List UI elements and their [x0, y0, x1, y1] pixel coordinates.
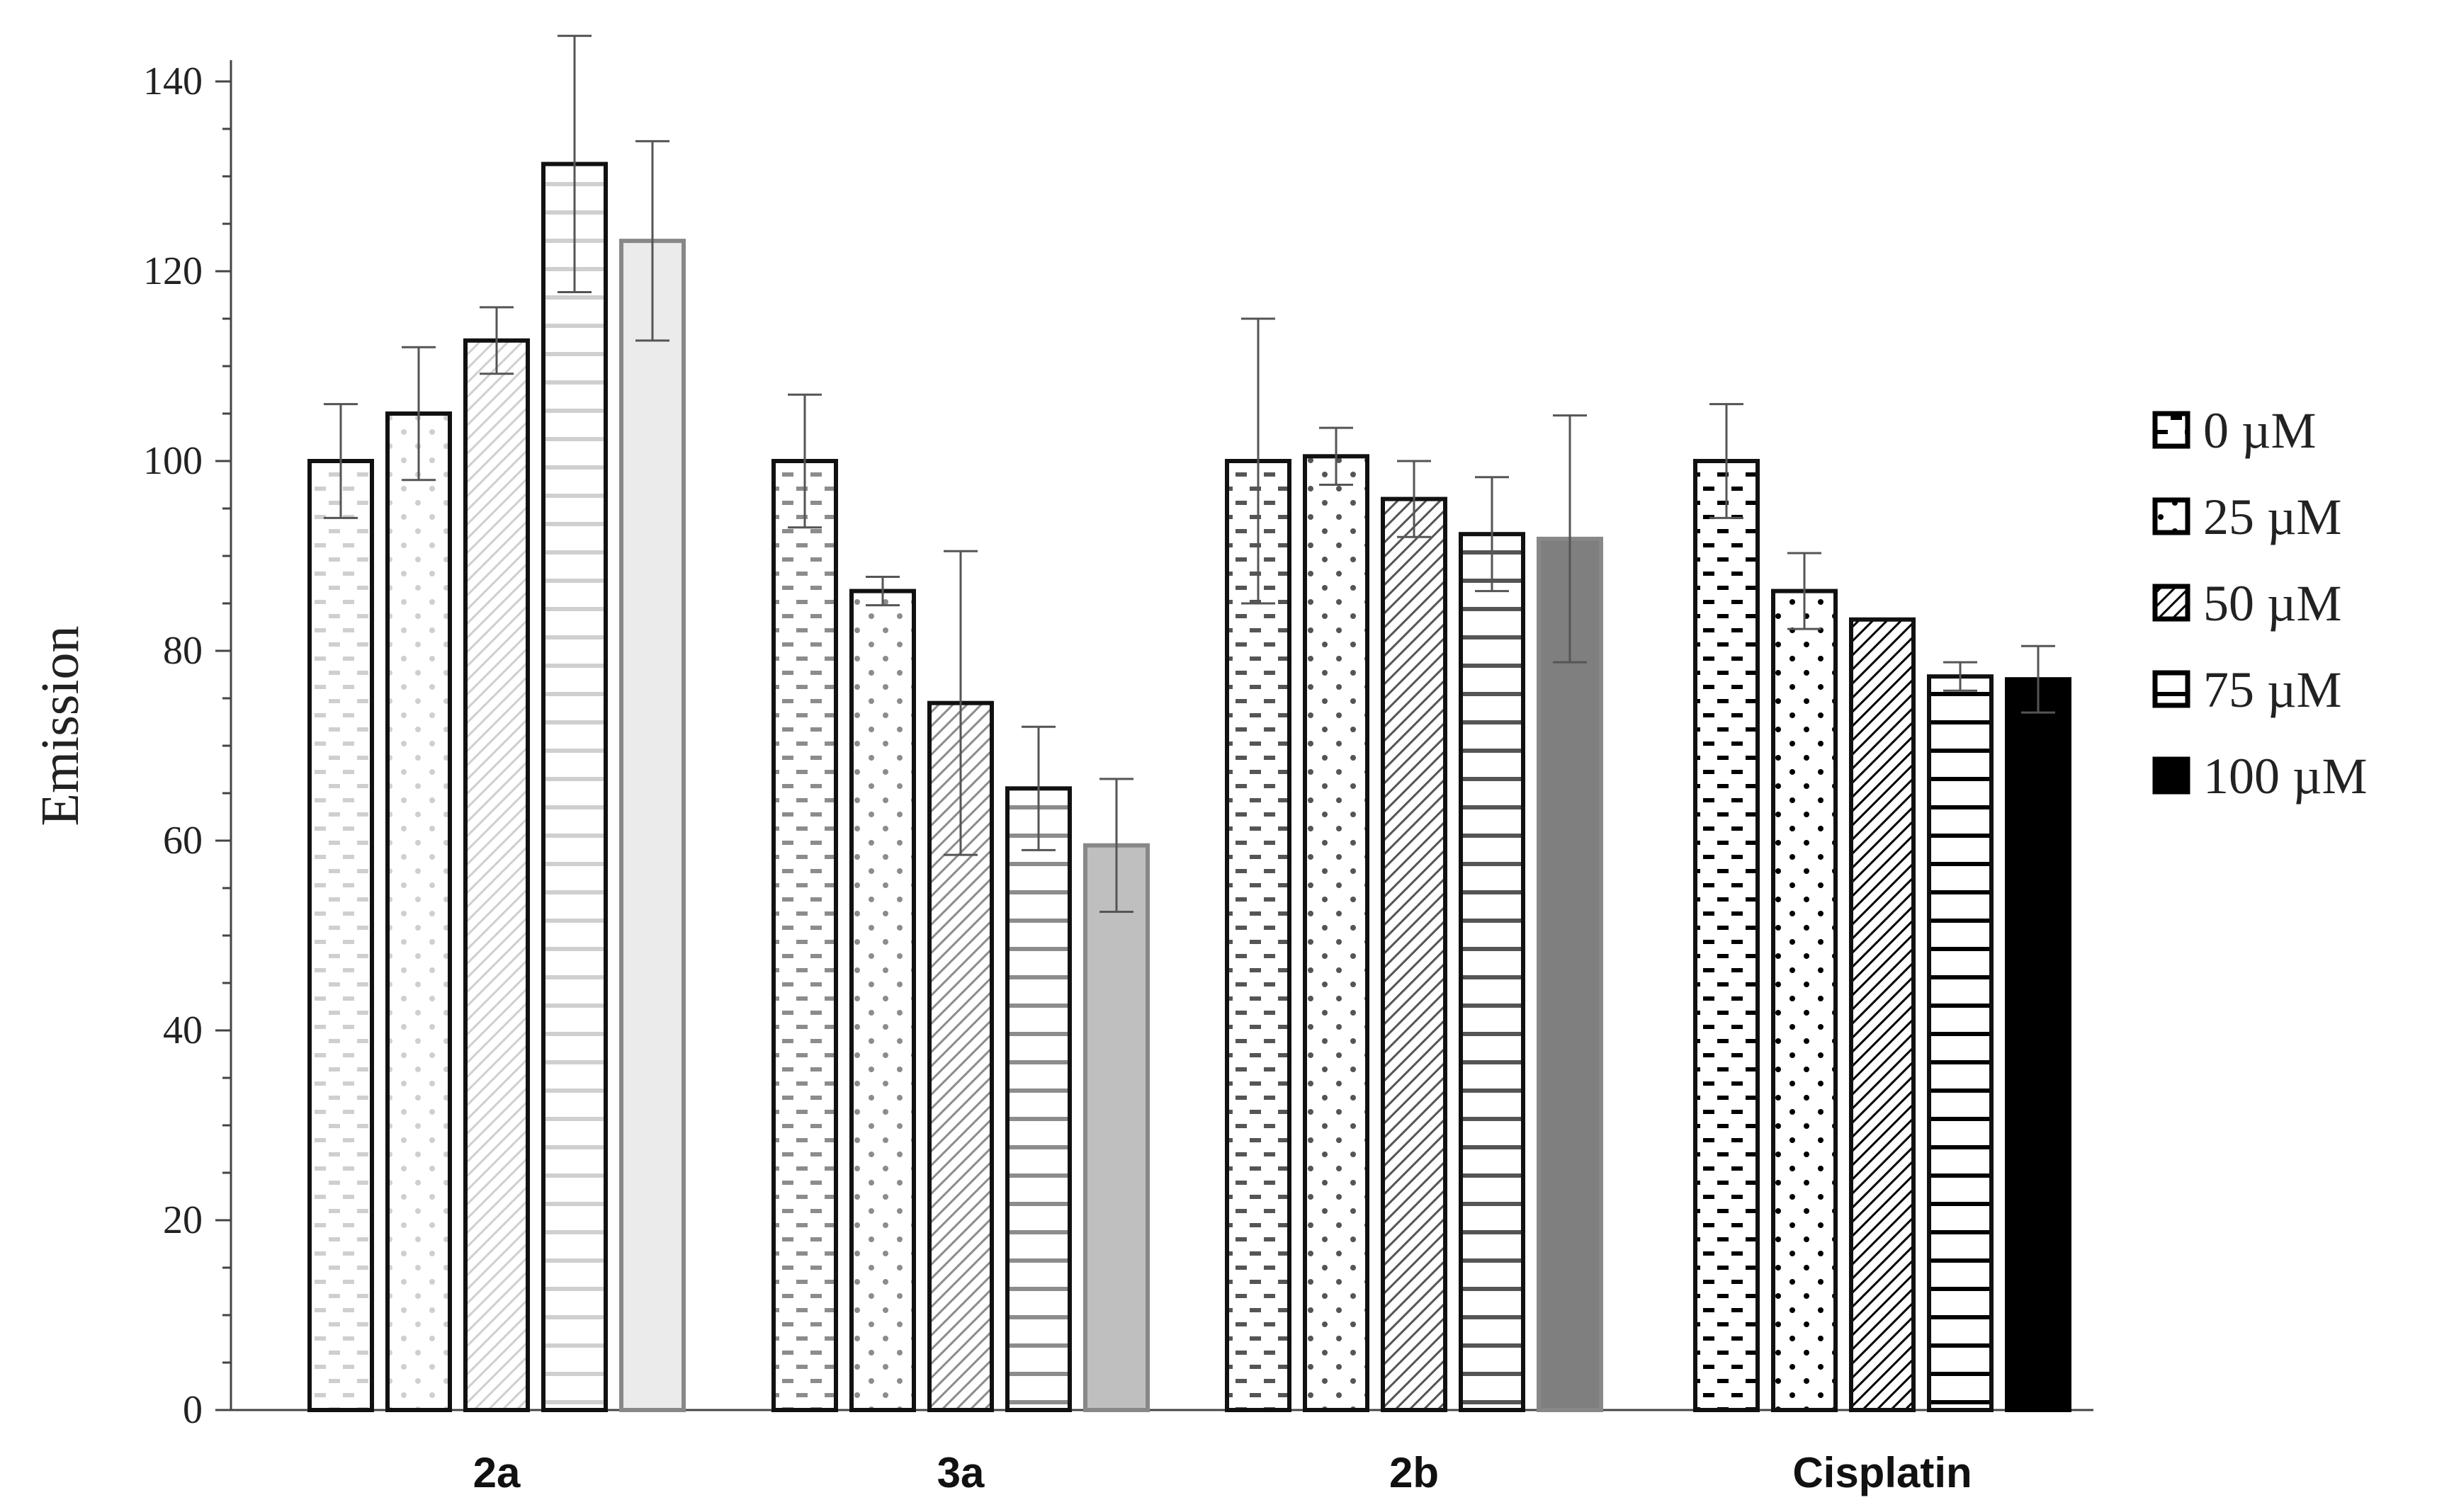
legend-label: 50 µM: [2203, 575, 2342, 632]
error-bar: [635, 140, 669, 342]
legend-swatch: [2152, 411, 2190, 449]
bar-2a-0M: [307, 459, 374, 1412]
bar-Cisplatin-75M: [1927, 674, 1994, 1412]
error-bar: [1241, 317, 1275, 605]
error-bar: [1787, 552, 1821, 630]
y-tick-label: 0: [183, 1388, 203, 1432]
legend-swatch: [2152, 756, 2190, 795]
legend-label: 0 µM: [2203, 402, 2317, 459]
bar-3a-100M: [1083, 843, 1150, 1412]
bar-Cisplatin-50M: [1849, 617, 1916, 1412]
error-bar: [1709, 403, 1743, 519]
legend: 0 µM 25 µM 50 µM 75 µM 100 µM: [2152, 402, 2368, 805]
y-tick-label: 140: [143, 59, 203, 103]
bar-2b-25M: [1303, 454, 1369, 1412]
x-category-label: 2a: [473, 1449, 521, 1496]
bar-2a-50M: [463, 338, 530, 1413]
x-category-label: 3a: [937, 1449, 985, 1496]
error-bar: [324, 403, 358, 519]
error-bar: [1397, 460, 1431, 538]
bar-Cisplatin-25M: [1771, 589, 1838, 1413]
bar-2b-50M: [1381, 496, 1447, 1412]
bar-2a-25M: [385, 411, 452, 1412]
bar-2b-0M: [1225, 459, 1291, 1412]
y-tick-label: 40: [163, 1008, 203, 1052]
error-bar: [1553, 414, 1587, 664]
x-category-label: 2b: [1389, 1449, 1439, 1496]
bar-3a-25M: [849, 589, 916, 1413]
legend-label: 100 µM: [2203, 748, 2368, 805]
bars: [307, 161, 2071, 1413]
bar-Cisplatin-100M: [2005, 677, 2071, 1413]
y-axis-label: Emission: [30, 626, 90, 826]
bar-3a-75M: [1005, 786, 1072, 1413]
bar-2a-100M: [619, 239, 686, 1412]
error-bars: [324, 35, 2055, 913]
error-bar: [2021, 644, 2055, 714]
y-tick-label: 60: [163, 819, 203, 863]
legend-swatch: [2152, 584, 2190, 622]
error-bar: [1099, 778, 1133, 913]
error-bar: [402, 346, 436, 482]
legend-label: 25 µM: [2203, 489, 2342, 545]
error-bar: [788, 393, 822, 529]
legend-label: 75 µM: [2203, 661, 2342, 718]
legend-swatch: [2152, 497, 2190, 535]
y-tick-label: 120: [143, 249, 203, 293]
bar-2a-75M: [541, 161, 608, 1413]
error-bar: [1475, 476, 1509, 593]
error-bar: [480, 306, 514, 375]
error-bar: [944, 550, 978, 856]
bar-2b-100M: [1537, 536, 1603, 1412]
error-bar: [866, 575, 900, 607]
error-bar: [558, 35, 592, 293]
x-category-label: Cisplatin: [1792, 1449, 1972, 1496]
y-tick-label: 80: [163, 629, 203, 673]
bar-2b-75M: [1459, 532, 1525, 1412]
axes: 0 20 40 60 80 100 120 140 2a 3a 2b Cisplatin: [143, 59, 2093, 1496]
bar-Cisplatin-0M: [1693, 459, 1760, 1412]
error-bar: [1319, 426, 1353, 486]
legend-swatch: [2152, 670, 2190, 708]
bar-3a-0M: [771, 459, 838, 1412]
error-bar: [1943, 661, 1977, 692]
y-tick-label: 20: [163, 1198, 203, 1242]
y-tick-label: 100: [143, 439, 203, 483]
error-bar: [1022, 725, 1056, 851]
